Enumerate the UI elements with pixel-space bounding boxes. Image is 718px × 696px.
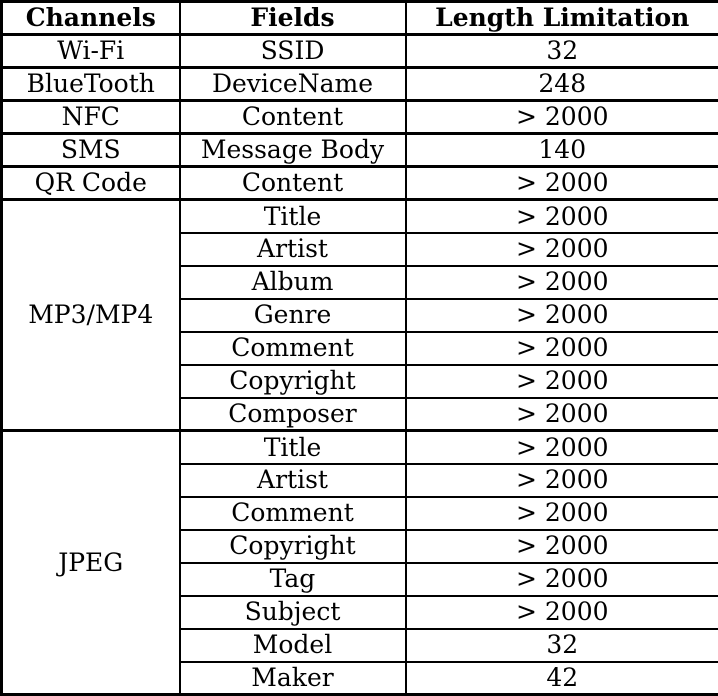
table-row: BlueTooth DeviceName 248 xyxy=(2,68,718,101)
table-row: QR Code Content > 2000 xyxy=(2,167,718,200)
header-fields: Fields xyxy=(180,2,406,35)
field-cell: Album xyxy=(180,266,406,299)
field-cell: Comment xyxy=(180,497,406,530)
header-channels: Channels xyxy=(2,2,180,35)
limit-cell: > 2000 xyxy=(406,101,718,134)
limit-cell: 42 xyxy=(406,662,718,695)
limit-cell: > 2000 xyxy=(406,200,718,233)
limit-cell: > 2000 xyxy=(406,332,718,365)
header-length-limitation: Length Limitation xyxy=(406,2,718,35)
field-cell: Title xyxy=(180,200,406,233)
limit-cell: > 2000 xyxy=(406,299,718,332)
channel-cell: NFC xyxy=(2,101,180,134)
channel-cell: MP3/MP4 xyxy=(2,200,180,431)
limit-cell: 248 xyxy=(406,68,718,101)
header-row: Channels Fields Length Limitation xyxy=(2,2,718,35)
limit-cell: > 2000 xyxy=(406,266,718,299)
field-cell: SSID xyxy=(180,35,406,68)
field-cell: DeviceName xyxy=(180,68,406,101)
limit-cell: > 2000 xyxy=(406,431,718,464)
table-row: MP3/MP4 Title > 2000 xyxy=(2,200,718,233)
table-row: JPEG Title > 2000 xyxy=(2,431,718,464)
field-cell: Subject xyxy=(180,596,406,629)
field-cell: Model xyxy=(180,629,406,662)
limit-cell: > 2000 xyxy=(406,563,718,596)
limit-cell: > 2000 xyxy=(406,398,718,431)
channel-cell: QR Code xyxy=(2,167,180,200)
limit-cell: > 2000 xyxy=(406,530,718,563)
channel-cell: JPEG xyxy=(2,431,180,695)
field-cell: Artist xyxy=(180,464,406,497)
table-row: SMS Message Body 140 xyxy=(2,134,718,167)
field-cell: Comment xyxy=(180,332,406,365)
field-cell: Composer xyxy=(180,398,406,431)
limit-cell: 140 xyxy=(406,134,718,167)
table-row: Wi-Fi SSID 32 xyxy=(2,35,718,68)
field-cell: Content xyxy=(180,101,406,134)
limit-cell: > 2000 xyxy=(406,497,718,530)
table-row: NFC Content > 2000 xyxy=(2,101,718,134)
limit-cell: > 2000 xyxy=(406,233,718,266)
limit-cell: > 2000 xyxy=(406,464,718,497)
field-cell: Genre xyxy=(180,299,406,332)
field-cell: Tag xyxy=(180,563,406,596)
limit-cell: > 2000 xyxy=(406,596,718,629)
limit-cell: 32 xyxy=(406,35,718,68)
field-cell: Maker xyxy=(180,662,406,695)
field-cell: Copyright xyxy=(180,530,406,563)
field-cell: Content xyxy=(180,167,406,200)
channel-cell: BlueTooth xyxy=(2,68,180,101)
field-cell: Message Body xyxy=(180,134,406,167)
channel-cell: Wi-Fi xyxy=(2,35,180,68)
field-cell: Artist xyxy=(180,233,406,266)
limit-cell: 32 xyxy=(406,629,718,662)
channel-cell: SMS xyxy=(2,134,180,167)
limit-cell: > 2000 xyxy=(406,365,718,398)
limit-cell: > 2000 xyxy=(406,167,718,200)
field-cell: Copyright xyxy=(180,365,406,398)
field-cell: Title xyxy=(180,431,406,464)
